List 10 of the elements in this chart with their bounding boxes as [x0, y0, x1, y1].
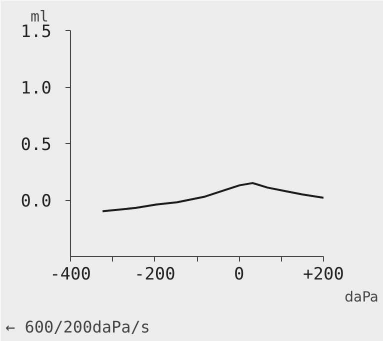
text: ← 600/200daPa/s: [6, 318, 150, 336]
x-axis-title: daPa: [344, 290, 378, 306]
y-tick-label: 1.0: [20, 78, 52, 98]
x-tick-label: 0: [234, 264, 244, 284]
x-tick-label: +200: [303, 264, 344, 284]
x-tick-label: -200: [134, 264, 176, 284]
y-tick-label: 0.5: [20, 135, 52, 155]
x-tick-label: -400: [50, 264, 91, 284]
y-tick-label: 0.0: [20, 192, 52, 212]
line-series: [102, 182, 324, 212]
